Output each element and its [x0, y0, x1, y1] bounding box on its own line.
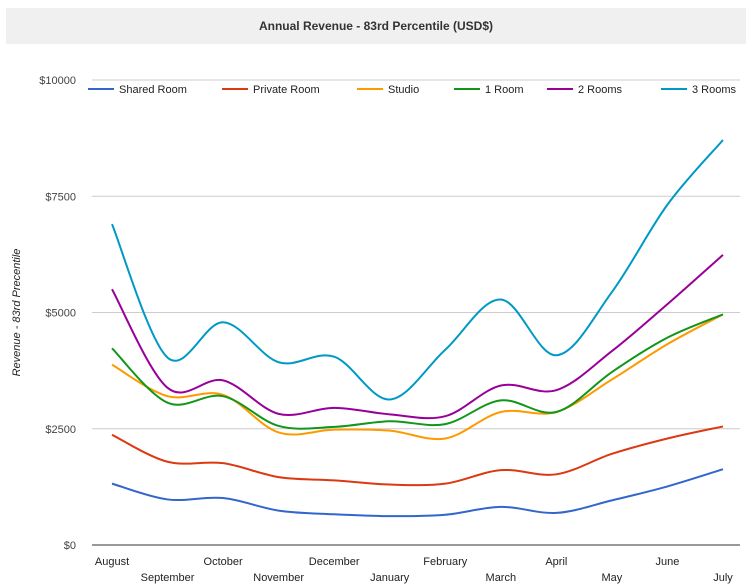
series-line-studio — [111, 313, 724, 441]
legend-label: Shared Room — [119, 84, 187, 96]
x-tick-label: October — [204, 556, 243, 568]
y-tick-label: $2500 — [45, 424, 76, 436]
x-tick-label: November — [253, 572, 304, 584]
series-line-3-rooms — [111, 139, 724, 401]
y-tick-label: $10000 — [39, 75, 76, 87]
x-tick-label: December — [309, 556, 360, 568]
series-line-private-room — [111, 425, 724, 487]
y-tick-label: $5000 — [45, 308, 76, 320]
x-tick-label: August — [95, 556, 129, 568]
series-line-2-rooms — [111, 254, 724, 420]
y-tick-label: $7500 — [45, 191, 76, 203]
legend-label: 1 Room — [485, 84, 524, 96]
series-line-1-room — [111, 313, 724, 430]
chart-title-bar: Annual Revenue - 83rd Percentile (USD$) — [6, 8, 746, 44]
x-tick-label: April — [545, 556, 567, 568]
x-tick-label: June — [656, 556, 680, 568]
series-line-shared-room — [111, 468, 724, 518]
y-axis-label: Revenue - 83rd Precentile — [11, 249, 23, 377]
x-tick-label: May — [602, 572, 623, 584]
x-tick-label: February — [423, 556, 468, 568]
legend-label: 2 Rooms — [578, 84, 623, 96]
x-tick-label: March — [486, 572, 517, 584]
y-tick-label: $0 — [64, 540, 76, 552]
x-tick-label: September — [141, 572, 195, 584]
x-tick-label: January — [370, 572, 410, 584]
x-tick-label: July — [713, 572, 733, 584]
chart-title: Annual Revenue - 83rd Percentile (USD$) — [258, 19, 494, 33]
legend-label: Studio — [388, 84, 419, 96]
legend-label: Private Room — [253, 84, 320, 96]
legend-label: 3 Rooms — [692, 84, 737, 96]
